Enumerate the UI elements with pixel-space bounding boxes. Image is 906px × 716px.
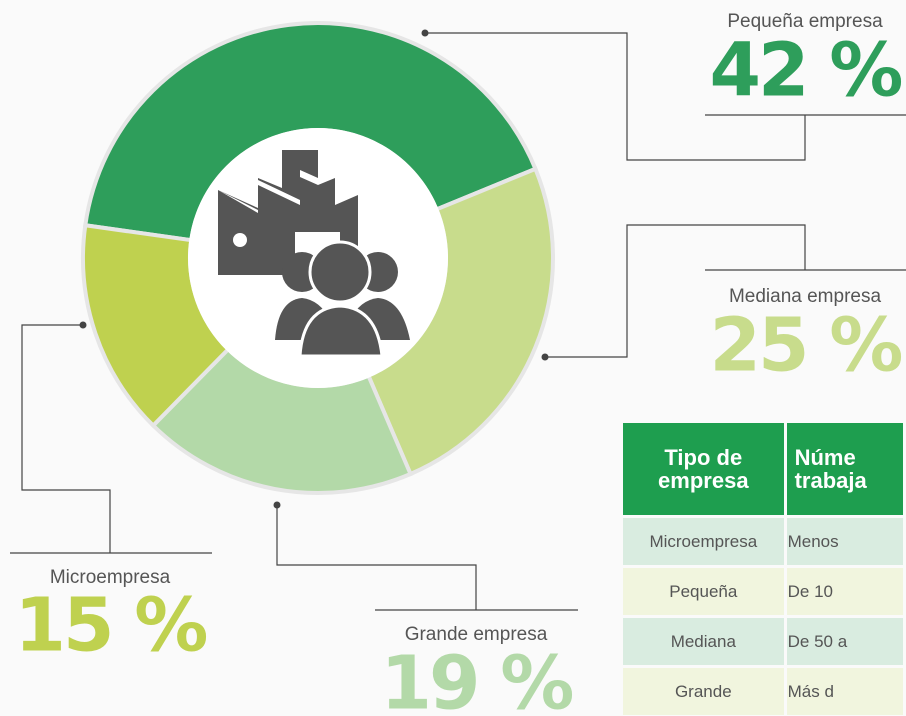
header-cell: Núme trabaja xyxy=(786,423,903,515)
label: Grande empresa xyxy=(405,624,548,645)
factory-people-icon xyxy=(218,150,410,358)
table-cell: De 10 xyxy=(786,568,903,615)
percent: 19 % xyxy=(381,641,573,716)
connector xyxy=(545,224,906,358)
header-cell: Tipo de empresa xyxy=(623,423,784,515)
company-table: Tipo de empresa Núme trabaja Microempres… xyxy=(620,420,906,716)
donut xyxy=(81,21,555,495)
label: Mediana empresa xyxy=(729,286,882,307)
percent: 15 % xyxy=(15,583,207,669)
table-cell: Mediana xyxy=(623,618,784,665)
table-row: Grande Más d xyxy=(623,668,903,715)
label: Microempresa xyxy=(50,567,171,588)
table-cell: Más d xyxy=(786,668,903,715)
table-cell: Pequeña xyxy=(623,568,784,615)
table-cell: Menos xyxy=(786,518,903,565)
connector xyxy=(10,324,212,554)
percent: 25 % xyxy=(710,303,902,389)
table-row: Microempresa Menos xyxy=(623,518,903,565)
table-row: Pequeña De 10 xyxy=(623,568,903,615)
table-cell: De 50 a xyxy=(786,618,903,665)
connector xyxy=(425,32,906,161)
percent: 42 % xyxy=(710,28,902,114)
table-cell: Grande xyxy=(623,668,784,715)
label: Pequeña empresa xyxy=(727,11,883,32)
table-cell: Microempresa xyxy=(623,518,784,565)
table-row: Mediana De 50 a xyxy=(623,618,903,665)
connector xyxy=(276,505,578,611)
